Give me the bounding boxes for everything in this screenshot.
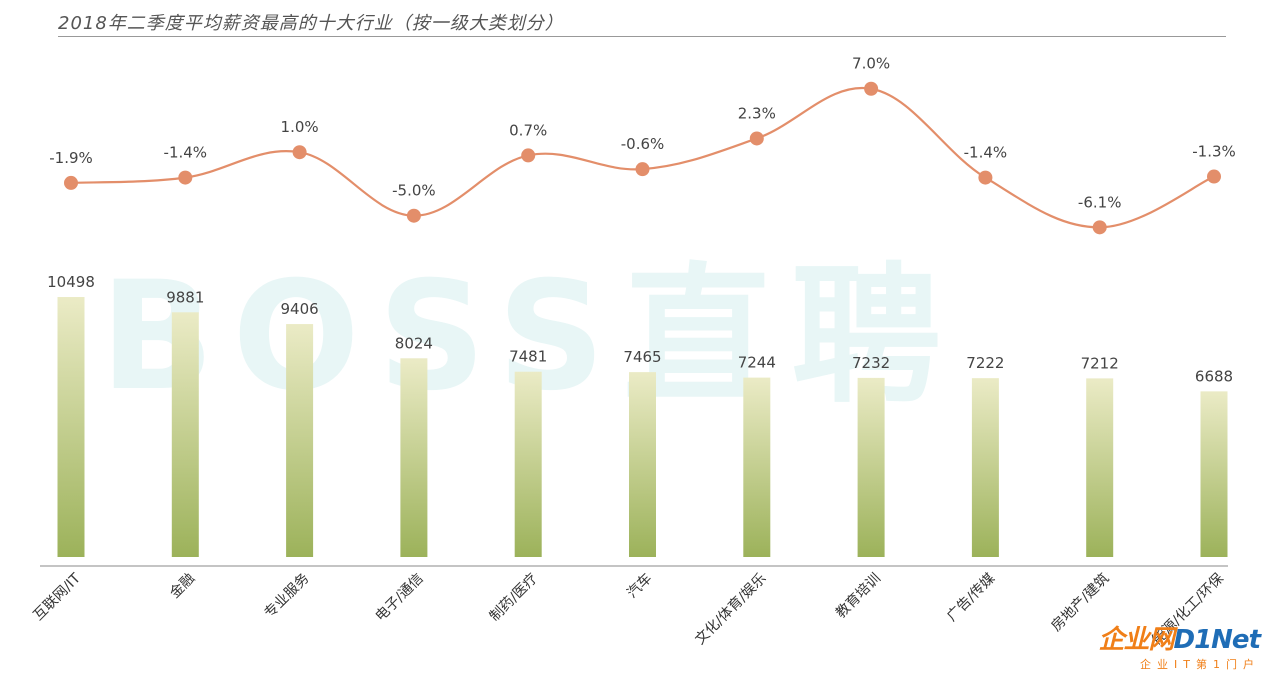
- bar-2: [286, 324, 314, 557]
- bar-value-label-0: 10498: [47, 273, 95, 291]
- bar-7: [857, 377, 885, 557]
- logo-wordmark: 企业网D1Net: [1098, 619, 1261, 656]
- growth-marker-3: [406, 208, 421, 223]
- bar-10: [1200, 391, 1228, 557]
- logo-wordmark-en: D1Net: [1173, 625, 1261, 655]
- bar-4: [514, 371, 542, 557]
- logo-wordmark-cn: 企业网: [1098, 625, 1174, 655]
- category-label-8: 广告/传媒: [944, 571, 998, 625]
- growth-label-3: -5.0%: [392, 182, 436, 200]
- chart-title: 2018年二季度平均薪资最高的十大行业（按一级大类划分）: [58, 13, 564, 34]
- logo-tagline: 企业IT第1门户: [1140, 658, 1260, 671]
- growth-line: [70, 86, 1215, 229]
- category-label-0: 互联网/IT: [31, 570, 85, 624]
- growth-label-7: 7.0%: [852, 55, 890, 73]
- growth-label-4: 0.7%: [509, 121, 547, 139]
- bar-3: [400, 358, 428, 557]
- bar-6: [743, 377, 771, 557]
- growth-label-0: -1.9%: [49, 149, 93, 167]
- growth-marker-7: [864, 81, 879, 96]
- bar-9: [1086, 378, 1114, 557]
- category-label-1: 金融: [167, 571, 198, 602]
- bar-value-label-9: 7212: [1081, 354, 1119, 372]
- category-label-7: 教育培训: [833, 571, 884, 622]
- category-label-5: 汽车: [624, 570, 656, 602]
- category-label-3: 电子/通信: [372, 571, 426, 625]
- growth-label-9: -6.1%: [1078, 193, 1122, 211]
- growth-marker-0: [64, 175, 78, 190]
- bar-value-label-6: 7244: [738, 354, 776, 372]
- bar-8: [971, 378, 999, 557]
- growth-marker-10: [1207, 169, 1221, 184]
- growth-label-2: 1.0%: [281, 118, 319, 136]
- category-label-6: 文化/体育/娱乐: [692, 571, 769, 648]
- bar-5: [629, 372, 656, 557]
- bar-value-label-3: 8024: [395, 334, 433, 352]
- growth-marker-8: [978, 170, 993, 185]
- growth-marker-1: [178, 170, 193, 185]
- title-divider: [58, 36, 1226, 37]
- bar-value-label-1: 9881: [166, 288, 204, 306]
- growth-marker-9: [1092, 220, 1107, 235]
- bar-value-label-8: 7222: [966, 354, 1004, 372]
- bar-value-label-7: 7232: [852, 354, 890, 372]
- growth-label-6: 2.3%: [738, 104, 776, 122]
- growth-label-5: -0.6%: [621, 135, 665, 153]
- bar-0: [57, 297, 85, 557]
- bar-value-label-2: 9406: [281, 300, 319, 318]
- d1net-logo: 企业网D1Net 企业IT第1门户: [1098, 619, 1261, 672]
- growth-label-8: -1.4%: [964, 144, 1008, 162]
- bar-value-label-5: 7465: [623, 348, 661, 366]
- growth-label-1: -1.4%: [164, 144, 208, 162]
- category-label-4: 制药/医疗: [487, 571, 541, 625]
- bar-value-label-4: 7481: [509, 348, 547, 366]
- category-label-2: 专业服务: [262, 571, 313, 622]
- bar-value-label-10: 6688: [1195, 367, 1233, 385]
- growth-marker-2: [292, 145, 307, 160]
- growth-label-10: -1.3%: [1192, 143, 1236, 161]
- growth-marker-6: [749, 131, 764, 146]
- growth-marker-4: [521, 148, 536, 163]
- growth-marker-5: [635, 162, 650, 177]
- bar-1: [171, 312, 199, 557]
